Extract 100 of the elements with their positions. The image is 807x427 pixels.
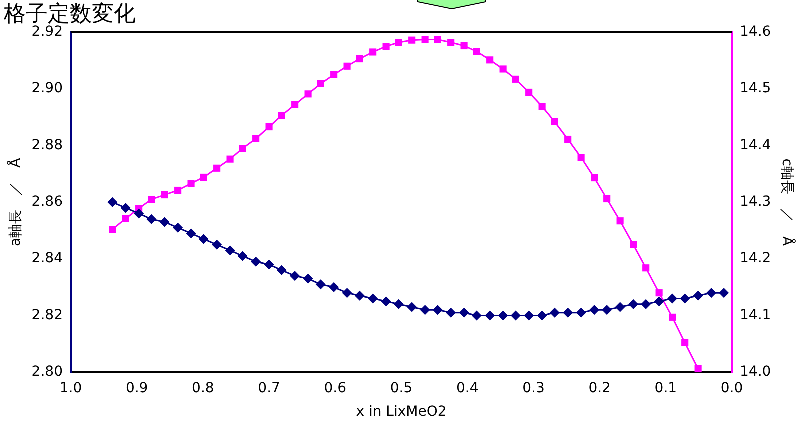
point xyxy=(473,48,480,56)
point xyxy=(303,274,314,284)
point xyxy=(641,299,652,310)
point xyxy=(354,290,365,301)
x-axis-title: x in LixMeO2 xyxy=(356,404,447,420)
point xyxy=(266,124,273,131)
x-tick-label: 0.8 xyxy=(192,380,214,396)
point xyxy=(510,310,521,321)
point xyxy=(278,112,286,120)
y-tick-label: 2.82 xyxy=(32,307,63,324)
point xyxy=(486,56,494,64)
point xyxy=(656,290,663,297)
point xyxy=(198,234,209,244)
point xyxy=(446,308,456,318)
y-tick-label: 2.92 xyxy=(32,24,63,40)
point xyxy=(615,302,626,312)
point xyxy=(564,136,572,144)
point xyxy=(432,305,443,316)
point xyxy=(537,310,548,321)
point xyxy=(538,103,546,110)
point xyxy=(602,305,612,316)
point xyxy=(408,36,416,44)
y-tick-label: 2.80 xyxy=(32,364,63,380)
point xyxy=(668,294,678,304)
point xyxy=(122,215,130,222)
x-tick-label: 0.1 xyxy=(654,380,678,396)
point xyxy=(251,256,262,267)
point xyxy=(448,39,455,46)
point xyxy=(693,290,704,301)
point xyxy=(719,288,730,298)
point xyxy=(200,174,208,181)
y-tick-label: 2.84 xyxy=(32,250,64,267)
x-tick-label: 0.9 xyxy=(126,380,148,396)
point xyxy=(563,308,574,318)
point xyxy=(108,197,118,208)
point xyxy=(459,308,470,318)
point xyxy=(225,246,236,256)
point xyxy=(329,282,340,292)
point xyxy=(628,299,639,310)
point xyxy=(590,174,598,182)
point xyxy=(342,288,352,298)
point xyxy=(330,71,338,78)
point xyxy=(146,214,157,224)
point xyxy=(148,196,156,204)
point xyxy=(239,145,246,152)
point xyxy=(174,186,182,194)
point xyxy=(252,135,260,142)
point xyxy=(370,48,377,56)
point xyxy=(344,62,351,70)
y-axis-title: a軸長 ／ Å xyxy=(7,158,24,246)
x-tick-label: 0.5 xyxy=(390,380,413,396)
point xyxy=(578,154,585,162)
point xyxy=(550,308,560,318)
point xyxy=(276,265,287,276)
y2-tick-label: 14.3 xyxy=(740,194,772,210)
point xyxy=(576,308,586,318)
x-tick-label: 0.7 xyxy=(258,380,280,396)
x-tick-label: 1.0 xyxy=(60,380,82,396)
point xyxy=(212,240,222,250)
point xyxy=(706,288,717,298)
point xyxy=(109,226,116,234)
point xyxy=(590,305,600,316)
point xyxy=(226,156,234,163)
point xyxy=(669,314,676,321)
point xyxy=(434,36,442,44)
y-tick-label: 2.88 xyxy=(32,137,63,154)
y2-tick-label: 14.2 xyxy=(740,250,772,267)
point xyxy=(512,76,520,83)
point xyxy=(654,296,664,307)
point xyxy=(680,294,690,304)
point xyxy=(526,88,533,96)
y2-tick-label: 14.1 xyxy=(740,307,772,324)
point xyxy=(290,271,300,282)
y2-tick-label: 14.6 xyxy=(740,24,772,40)
point xyxy=(682,339,689,346)
point xyxy=(134,208,144,219)
point xyxy=(630,241,638,248)
point xyxy=(304,90,312,98)
y2-axis-title: c軸長 ／ Å xyxy=(778,158,796,246)
chart-title: 格子定数変化 xyxy=(3,2,136,27)
point xyxy=(500,66,507,73)
point xyxy=(395,39,402,46)
point xyxy=(460,42,468,50)
point xyxy=(551,118,558,126)
point xyxy=(382,43,390,50)
y2-tick-label: 14.0 xyxy=(740,364,772,380)
point xyxy=(173,222,184,233)
point xyxy=(238,251,248,262)
point xyxy=(694,365,702,373)
point xyxy=(264,260,274,270)
x-tick-label: 0.4 xyxy=(456,380,479,396)
y2-tick-label: 14.4 xyxy=(740,137,772,154)
x-tick-label: 0.2 xyxy=(588,380,611,396)
point xyxy=(186,228,196,239)
point xyxy=(292,101,299,108)
y-tick-label: 2.90 xyxy=(32,80,63,97)
point xyxy=(420,305,430,316)
point xyxy=(368,294,378,304)
point xyxy=(394,299,404,310)
point xyxy=(356,56,364,63)
